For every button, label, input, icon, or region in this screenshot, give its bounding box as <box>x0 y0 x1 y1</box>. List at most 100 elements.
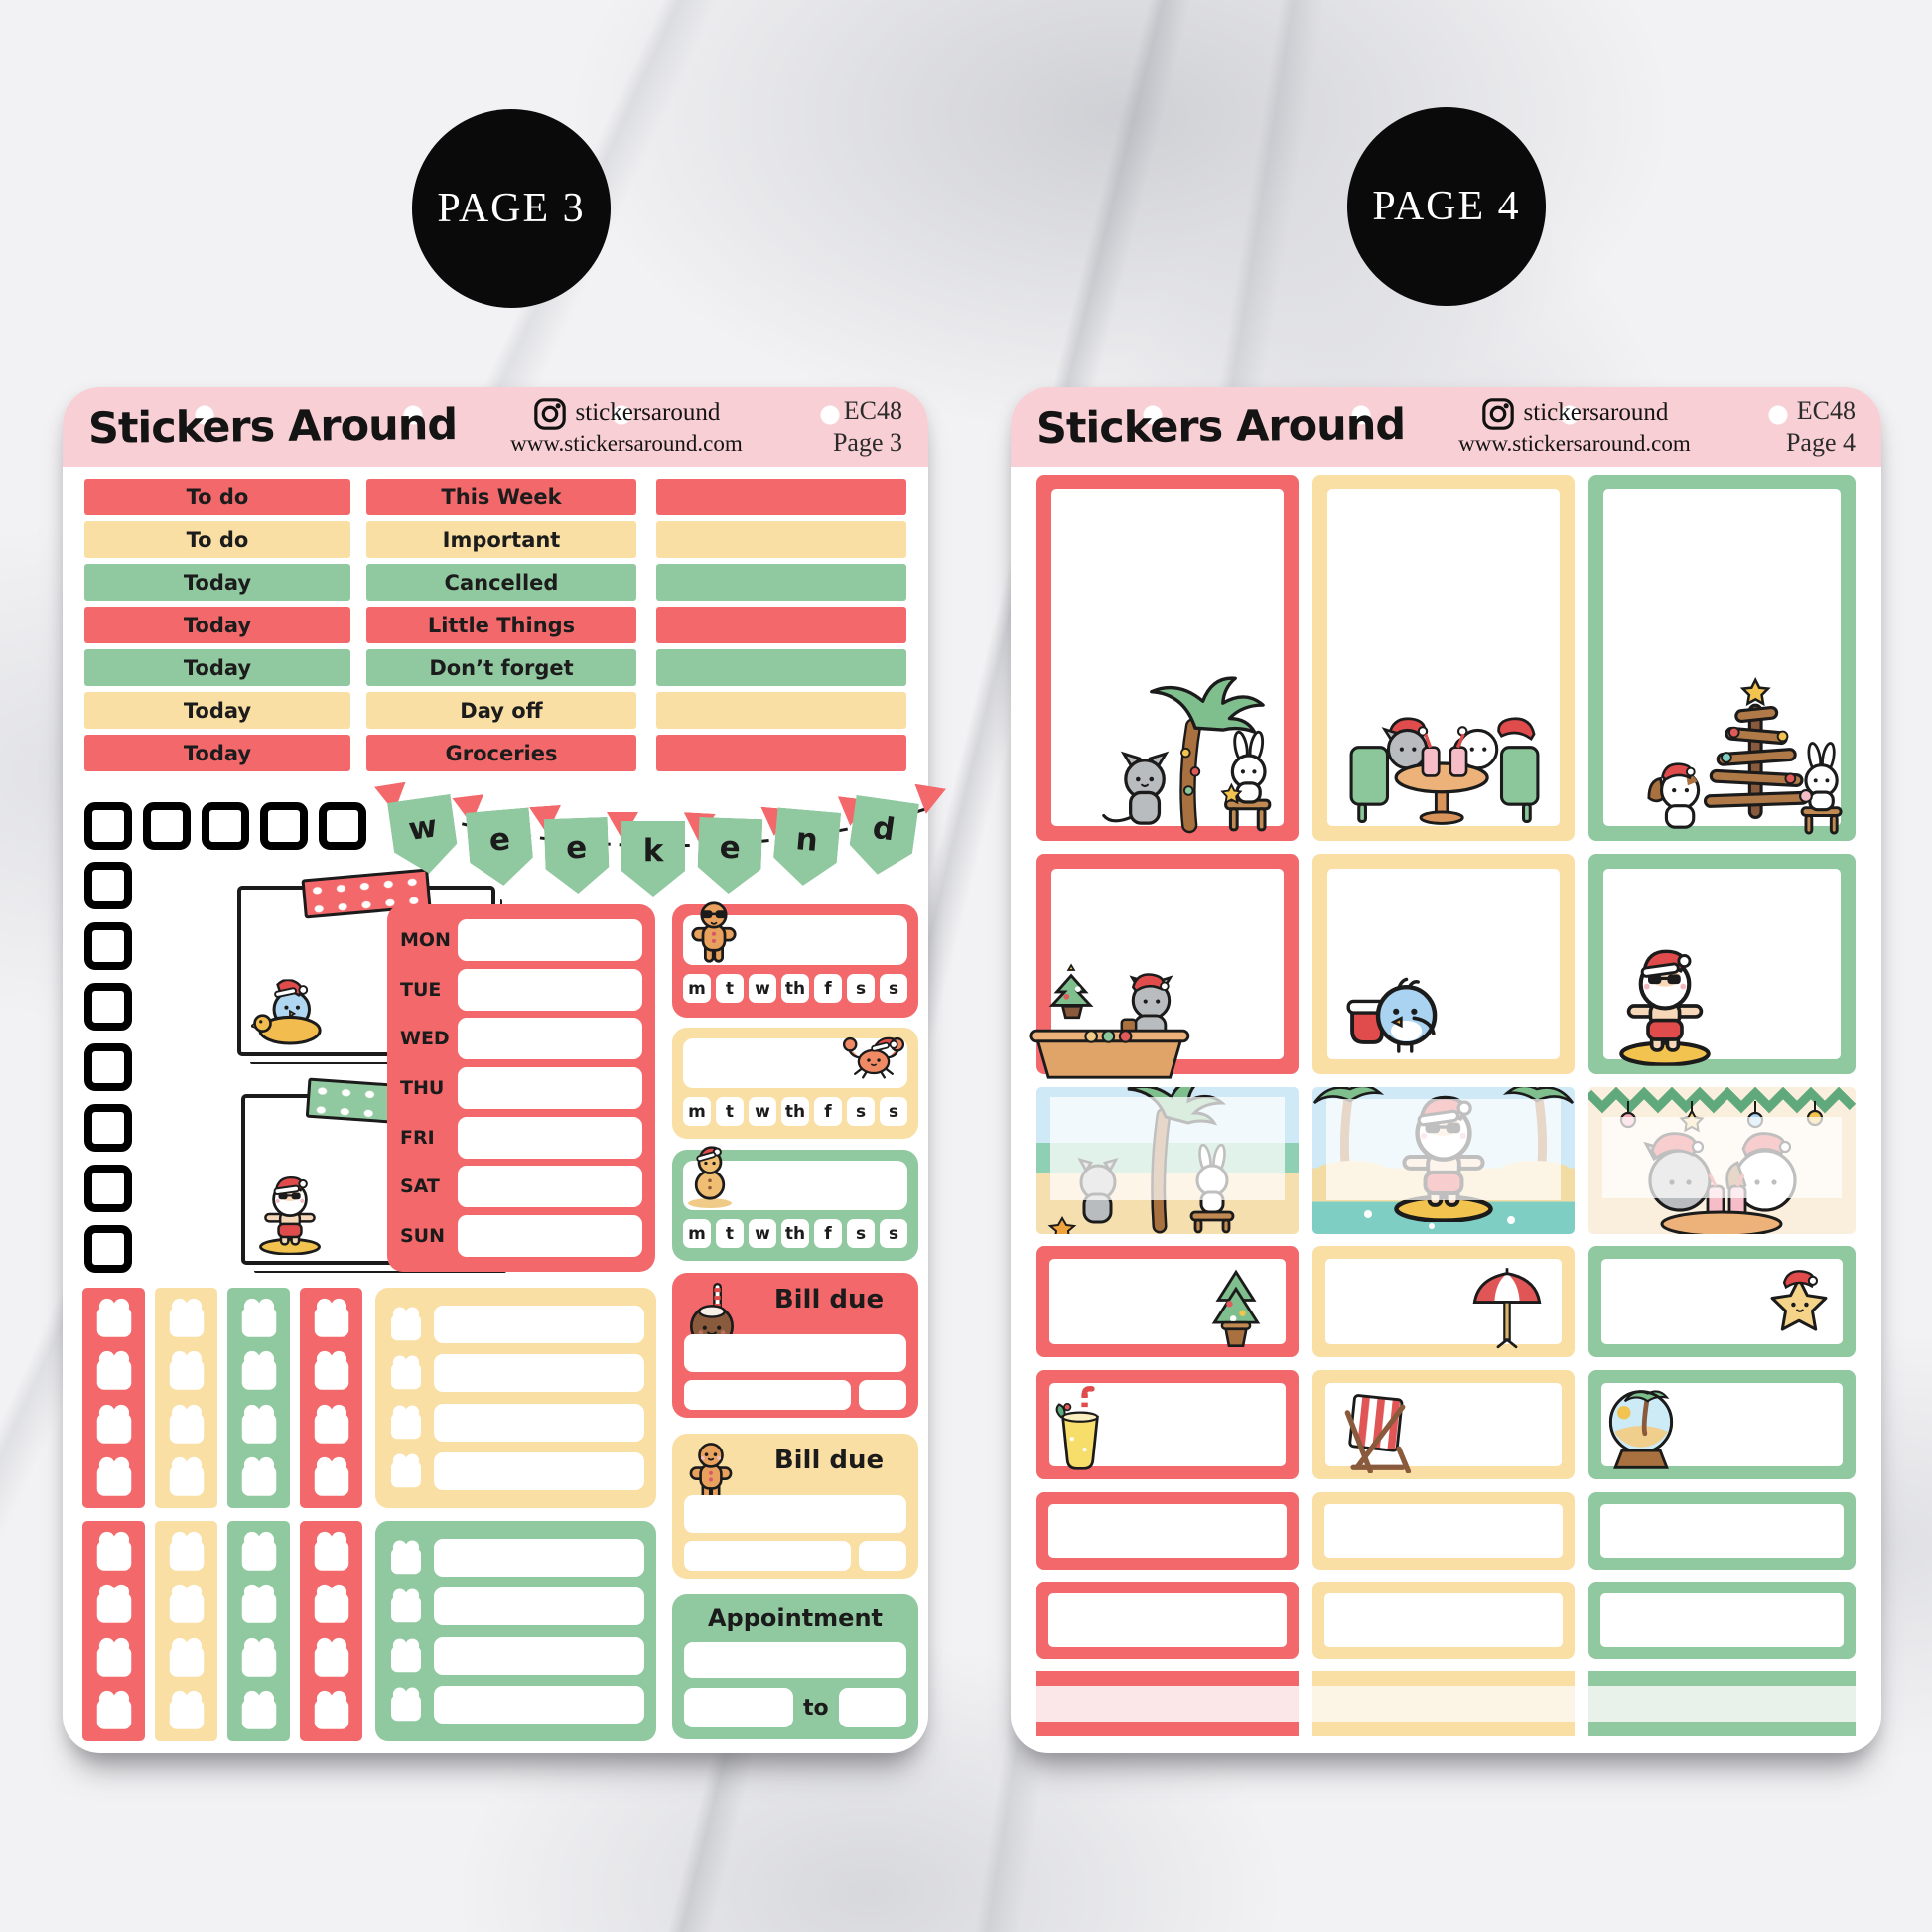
sticker-sheet-page3: Stickers Around stickersaround www.stick… <box>63 387 928 1753</box>
gift-icon <box>310 1688 353 1733</box>
website-url: www.stickersaround.com <box>510 430 743 456</box>
blank-strip <box>656 735 906 771</box>
gift-checkbox-strip <box>300 1288 362 1508</box>
blank-strips-col3 <box>656 479 906 771</box>
quarter-box-green-tinted <box>1588 1582 1856 1659</box>
day-row: TUE <box>400 968 642 1011</box>
checkbox-sticker <box>84 922 132 970</box>
gift-icon <box>165 1296 208 1341</box>
label-strip: To do <box>84 479 350 515</box>
label-strip: Today <box>84 735 350 771</box>
washi-frost-overlay <box>1050 1097 1285 1200</box>
checklist-write-line <box>434 1685 644 1724</box>
page3-badge-label: PAGE 3 <box>437 186 586 231</box>
gift-icon <box>387 1685 425 1725</box>
brand-logo: Stickers Around <box>87 400 458 454</box>
cat-baking-scene <box>1029 963 1190 1079</box>
bill-write-box <box>684 1495 906 1533</box>
checklist-write-line <box>434 1354 644 1393</box>
sheet-header: Stickers Around stickersaround www.stick… <box>63 387 928 467</box>
gift-icon <box>165 1454 208 1500</box>
tropical-drink-icon <box>1055 1385 1099 1470</box>
time-to-box <box>838 1688 906 1727</box>
habit-tracker-red: m t w th f s s <box>672 904 918 1018</box>
pets-drinks-table-scene <box>1349 717 1540 825</box>
bird-floatie-icon <box>251 979 329 1046</box>
label-strip: Important <box>366 521 636 558</box>
deck-chair-icon <box>1344 1394 1412 1473</box>
checkbox-sticker <box>84 1165 132 1212</box>
gift-icon <box>165 1582 208 1627</box>
checkbox-sticker <box>84 1225 132 1273</box>
slim-row-green <box>1588 1671 1856 1736</box>
gift-icon <box>310 1582 353 1627</box>
page4-badge: PAGE 4 <box>1347 107 1546 306</box>
gift-icon <box>92 1529 136 1575</box>
bill-amount-box <box>859 1541 906 1571</box>
gift-icon <box>310 1402 353 1448</box>
weekday-boxes: m t w th f s s <box>683 1097 907 1126</box>
sheet-id-block: EC48 Page 4 <box>1786 395 1856 460</box>
quarter-box-yellow-tinted <box>1312 1582 1575 1659</box>
label-strip: To do <box>84 521 350 558</box>
day-row: WED <box>400 1018 642 1060</box>
gift-icon <box>237 1296 281 1341</box>
washi-box-pets-drinks <box>1588 1087 1856 1234</box>
instagram-icon <box>1481 397 1515 431</box>
instagram-handle: stickersaround <box>1523 399 1669 427</box>
day-row: THU <box>400 1066 642 1109</box>
day-write-box <box>458 1018 642 1060</box>
potted-tree-icon <box>1211 1269 1261 1348</box>
checklist-row <box>387 1305 644 1344</box>
day-row: MON <box>400 919 642 961</box>
label-strip: Today <box>84 607 350 643</box>
gift-icon <box>92 1454 136 1500</box>
gift-icon <box>165 1348 208 1394</box>
weekday-boxes: m t w th f s s <box>683 1219 907 1248</box>
quarter-box-red-tinted <box>1036 1582 1299 1659</box>
weekend-banner: w e e k e n d <box>390 784 930 899</box>
label-strip: Today <box>84 649 350 686</box>
gift-icon <box>310 1454 353 1500</box>
gift-icon <box>387 1538 425 1578</box>
medium-box-green <box>1588 854 1856 1074</box>
gift-checklist-green <box>375 1521 656 1741</box>
crab-santa-icon <box>843 1032 904 1079</box>
gift-icon <box>387 1636 425 1676</box>
appointment-time-row: to <box>684 1688 906 1727</box>
gift-checklist-yellow <box>375 1288 656 1508</box>
half-box-red <box>1036 1246 1299 1357</box>
gift-icon <box>237 1582 281 1627</box>
bill-due-box-red: Bill due <box>672 1273 918 1418</box>
gift-icon <box>310 1529 353 1575</box>
gift-icon <box>165 1635 208 1681</box>
bill-write-box <box>684 1541 851 1571</box>
slim-row-yellow <box>1312 1671 1575 1736</box>
sku-code: EC48 <box>843 395 902 425</box>
gift-icon <box>165 1688 208 1733</box>
gift-icon <box>310 1635 353 1681</box>
checkbox-sticker <box>84 983 132 1031</box>
bill-amount-box <box>859 1380 906 1410</box>
gift-checkbox-strip <box>155 1521 217 1741</box>
gift-checkbox-strip <box>227 1288 290 1508</box>
gift-icon <box>165 1529 208 1575</box>
habit-tracker-green: m t w th f s s <box>672 1150 918 1261</box>
gift-icon <box>92 1348 136 1394</box>
label-strips-col1: To do To do Today Today Today Today Toda… <box>84 479 350 771</box>
appointment-write-box <box>684 1642 906 1678</box>
checklist-row <box>387 1685 644 1725</box>
checkbox-sticker <box>319 802 366 850</box>
half-box-red-tinted <box>1036 1370 1299 1479</box>
day-write-box <box>458 1066 642 1109</box>
washi-box-beach-pets <box>1036 1087 1299 1234</box>
gift-checkbox-strip <box>300 1521 362 1741</box>
full-box-yellow <box>1312 475 1575 841</box>
checklist-write-line <box>434 1587 644 1626</box>
gift-icon <box>237 1348 281 1394</box>
gift-icon <box>92 1635 136 1681</box>
checkbox-sticker <box>143 802 191 850</box>
gift-icon <box>92 1688 136 1733</box>
checkbox-sticker <box>84 802 132 850</box>
label-strip: Today <box>84 692 350 729</box>
